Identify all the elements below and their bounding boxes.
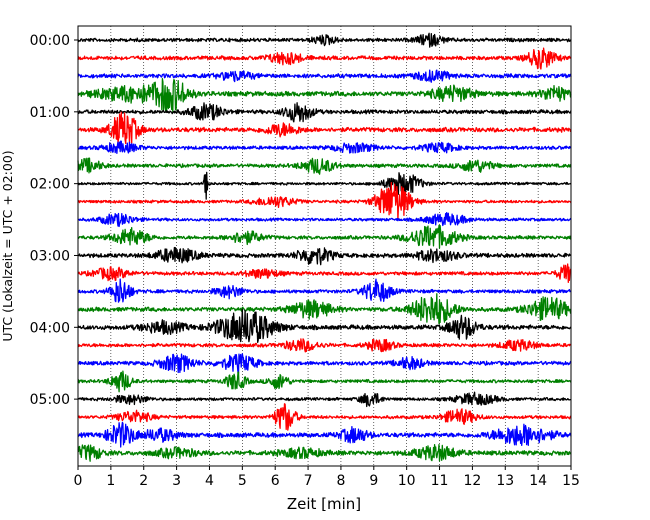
trace-0315	[77, 263, 572, 284]
trace-0000	[77, 32, 572, 48]
trace-0430	[77, 353, 572, 374]
y-axis-label: UTC (Lokalzeit = UTC + 02:00)	[0, 150, 15, 341]
x-tick-label: 15	[562, 473, 580, 489]
trace-0045	[77, 78, 572, 113]
trace-0500	[77, 391, 572, 408]
trace-0245	[77, 224, 572, 249]
trace-0215	[77, 181, 572, 221]
trace-0300	[77, 246, 572, 266]
trace-0545	[77, 443, 572, 462]
x-tick-label: 5	[238, 473, 247, 489]
x-tick-label: 9	[369, 473, 378, 489]
trace-0200	[77, 171, 572, 200]
x-tick-label: 8	[336, 473, 345, 489]
trace-0230	[77, 211, 572, 228]
x-tick-label: 6	[271, 473, 280, 489]
x-axis-ticks: 0 1 2 3 4 5 6 7 8 9 10 11 12 13 14 15	[74, 466, 580, 489]
y-tick-label: 04:00	[30, 320, 70, 336]
trace-0415	[77, 338, 572, 353]
x-tick-label: 14	[529, 473, 547, 489]
trace-0530	[77, 421, 572, 448]
trace-0015	[77, 47, 572, 70]
trace-0115	[77, 111, 572, 145]
x-tick-label: 3	[172, 473, 181, 489]
y-axis-ticks: 00:00 01:00 02:00 03:00 04:00 05:00	[30, 33, 78, 408]
vertical-gridlines	[110, 26, 539, 466]
y-tick-label: 01:00	[30, 105, 70, 121]
trace-0145	[77, 157, 572, 175]
x-tick-label: 1	[106, 473, 115, 489]
x-tick-label: 10	[398, 473, 416, 489]
x-tick-label: 13	[496, 473, 514, 489]
trace-0330	[77, 278, 572, 303]
x-axis-label: Zeit [min]	[287, 495, 361, 513]
y-tick-label: 03:00	[30, 248, 70, 264]
trace-0445	[77, 370, 572, 393]
trace-0400	[77, 308, 572, 344]
trace-0515	[77, 403, 572, 431]
y-tick-label: 00:00	[30, 33, 70, 49]
y-tick-label: 05:00	[30, 392, 70, 408]
x-tick-label: 4	[205, 473, 214, 489]
y-tick-label: 02:00	[30, 177, 70, 193]
x-tick-label: 7	[304, 473, 313, 489]
trace-group	[77, 32, 572, 462]
trace-0345	[77, 293, 572, 325]
plot-frame	[77, 25, 572, 467]
x-tick-label: 2	[139, 473, 148, 489]
trace-0130	[77, 140, 572, 154]
x-tick-label: 12	[463, 473, 481, 489]
trace-0100	[77, 102, 572, 123]
x-tick-label: 11	[431, 473, 449, 489]
trace-0030	[77, 69, 572, 83]
x-tick-label: 0	[74, 473, 83, 489]
